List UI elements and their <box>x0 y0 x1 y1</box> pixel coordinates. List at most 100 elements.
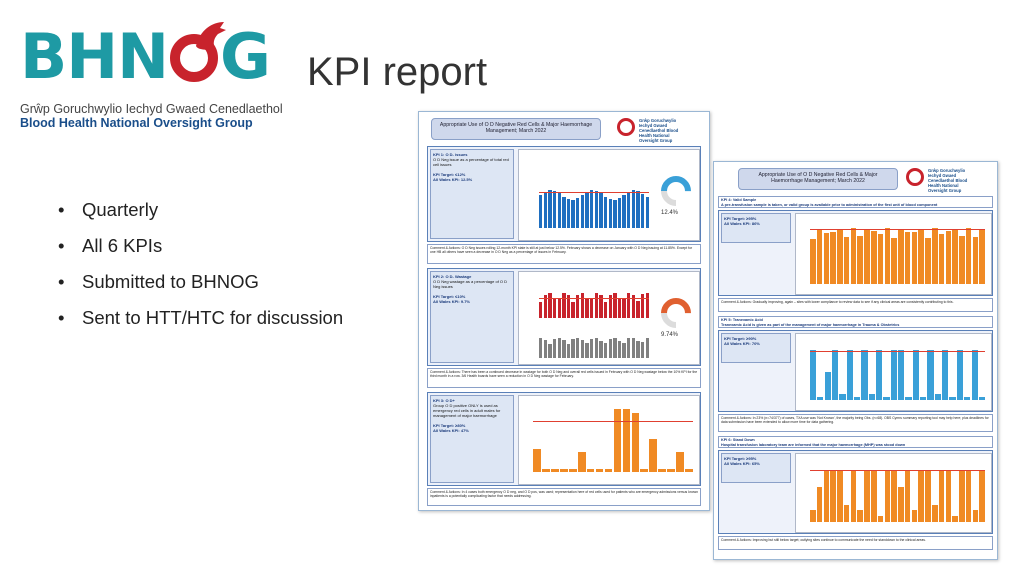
kpi6-summary: KPI Target: ≥95% All Wales KPI: 65% <box>721 453 791 483</box>
kpi3-title: KPI 3: O D+ <box>433 398 455 403</box>
thumbnail-bar <box>925 237 931 284</box>
thumbnail-bar <box>965 228 972 284</box>
kpi5-summary: KPI Target: ≥90% All Wales KPI: 70% <box>721 333 791 363</box>
kpi3-summary: KPI 3: O D+ Group O D positive ONLY is u… <box>430 395 514 483</box>
thumbnail-bar <box>931 504 938 522</box>
thumbnail-bar <box>608 199 612 228</box>
kpi2-comment: Comment & Actions: There has been a cont… <box>427 368 701 388</box>
logo-wordmark: BHN G <box>20 26 271 88</box>
kpi1-title: KPI 1: O D- issues <box>433 152 468 157</box>
thumbnail-bar <box>971 349 978 400</box>
thumbnail-bar <box>539 195 543 228</box>
thumbnail-bar <box>676 452 685 472</box>
kpi2-panel: KPI 2: O D- Wastage O D Neg wastage as a… <box>427 268 701 366</box>
thumbnail-bar <box>837 229 843 284</box>
thumbnail-bar <box>861 349 868 400</box>
kpi1-bar-plot <box>539 168 649 228</box>
kpi4-summary: KPI Target: ≥95% All Wales KPI: 86% <box>721 213 791 243</box>
bullet-item: Sent to HTT/HTC for discussion <box>58 304 343 340</box>
kpi5-all-wales: All Wales KPI: 70% <box>724 341 760 346</box>
thumbnail-bar <box>864 230 870 284</box>
thumbnail-bar <box>631 337 636 358</box>
thumbnail-bar <box>857 235 863 284</box>
thumbnail-bar <box>613 199 617 228</box>
thumbnail-bar <box>622 409 631 472</box>
report-logo-icon <box>906 168 924 186</box>
thumbnail-bar <box>603 301 608 318</box>
kpi3-chart <box>518 395 700 485</box>
kpi4-chart <box>795 213 992 295</box>
kpi-report-page-1: Appropriate Use of O D Negative Red Cell… <box>418 111 710 511</box>
kpi3-bar-plot <box>533 406 693 472</box>
thumbnail-bar <box>824 372 831 400</box>
kpi1-panel: KPI 1: O D- issues O D Neg issue as a pe… <box>427 146 701 242</box>
thumbnail-bar <box>552 297 557 318</box>
thumbnail-bar <box>603 343 608 358</box>
thumbnail-bar <box>566 294 571 318</box>
thumbnail-bar <box>576 198 580 228</box>
thumbnail-bar <box>580 340 585 358</box>
kpi6-title: KPI 6: Stand Down <box>721 438 755 442</box>
report-logo-text: Grŵp Goruchwylio Iechyd Gwaed Cenedlaeth… <box>928 168 968 193</box>
thumbnail-bar <box>918 469 924 522</box>
thumbnail-bar <box>979 229 985 284</box>
report-header: Appropriate Use of O D Negative Red Cell… <box>738 168 898 190</box>
thumbnail-bar <box>557 297 561 318</box>
thumbnail-bar <box>594 292 599 318</box>
bhnog-logo: BHN G <box>20 22 271 88</box>
thumbnail-bar <box>864 469 870 522</box>
thumbnail-bar <box>959 469 965 522</box>
thumbnail-bar <box>640 342 645 358</box>
thumbnail-bar <box>589 297 594 318</box>
thumbnail-bar <box>550 468 559 472</box>
kpi4-all-wales: All Wales KPI: 86% <box>724 221 760 226</box>
kpi2-summary: KPI 2: O D- Wastage O D Neg wastage as a… <box>430 271 514 363</box>
thumbnail-bar <box>645 338 649 358</box>
kpi2-title: KPI 2: O D- Wastage <box>433 274 472 279</box>
kpi5-panel: KPI Target: ≥90% All Wales KPI: 70% <box>718 330 993 412</box>
thumbnail-bar <box>883 397 890 400</box>
thumbnail-bar <box>562 293 566 318</box>
kpi6-all-wales: All Wales KPI: 65% <box>724 461 760 466</box>
thumbnail-bar <box>613 409 622 472</box>
thumbnail-bar <box>617 197 622 228</box>
thumbnail-bar <box>541 468 550 472</box>
thumbnail-bar <box>617 298 622 318</box>
thumbnail-bar <box>850 228 857 284</box>
kpi6-desc: Hospital transfusion laboratory team are… <box>721 442 906 447</box>
thumbnail-bar <box>884 228 891 284</box>
target-line <box>539 298 649 300</box>
kpi6-chart <box>795 453 992 533</box>
thumbnail-bar <box>942 349 949 400</box>
kpi2-gauge <box>654 291 698 335</box>
thumbnail-bar <box>627 338 631 358</box>
thumbnail-bar <box>580 293 585 318</box>
thumbnail-bar <box>539 301 543 318</box>
thumbnail-bar <box>622 194 626 228</box>
bullet-item: Submitted to BHNOG <box>58 268 343 304</box>
kpi3-desc: Group O D positive ONLY is used as emerg… <box>433 403 501 418</box>
report-logo-text: Grŵp Goruchwylio Iechyd Gwaed Cenedlaeth… <box>639 118 679 143</box>
logo-welsh-name: Grŵp Goruchwylio Iechyd Gwaed Cenedlaeth… <box>20 102 283 116</box>
thumbnail-bar <box>640 193 645 228</box>
kpi1-chart: 12.4% <box>518 149 700 241</box>
thumbnail-bar <box>631 190 636 228</box>
thumbnail-bar <box>627 191 631 228</box>
kpi2-desc: O D Neg wastage as a percentage of O D N… <box>433 279 508 289</box>
thumbnail-bar <box>898 228 904 284</box>
thumbnail-bar <box>580 194 585 228</box>
thumbnail-bar <box>927 349 934 400</box>
thumbnail-bar <box>571 339 575 358</box>
kpi3-comment: Comment & Actions: In 4 cases both emerg… <box>427 488 701 506</box>
thumbnail-bar <box>589 338 594 358</box>
thumbnail-bar <box>557 337 561 358</box>
kpi5-title: KPI 5: Tranexamic Acid <box>721 318 763 322</box>
thumbnail-bar <box>816 228 823 284</box>
thumbnail-bar <box>685 468 693 472</box>
thumbnail-bar <box>627 292 631 318</box>
thumbnail-bar <box>964 397 971 400</box>
thumbnail-bar <box>952 516 958 522</box>
thumbnail-bar <box>911 510 918 522</box>
thumbnail-bar <box>978 397 985 400</box>
kpi4-desc: A pre-transfusion sample is taken, or va… <box>721 202 938 207</box>
